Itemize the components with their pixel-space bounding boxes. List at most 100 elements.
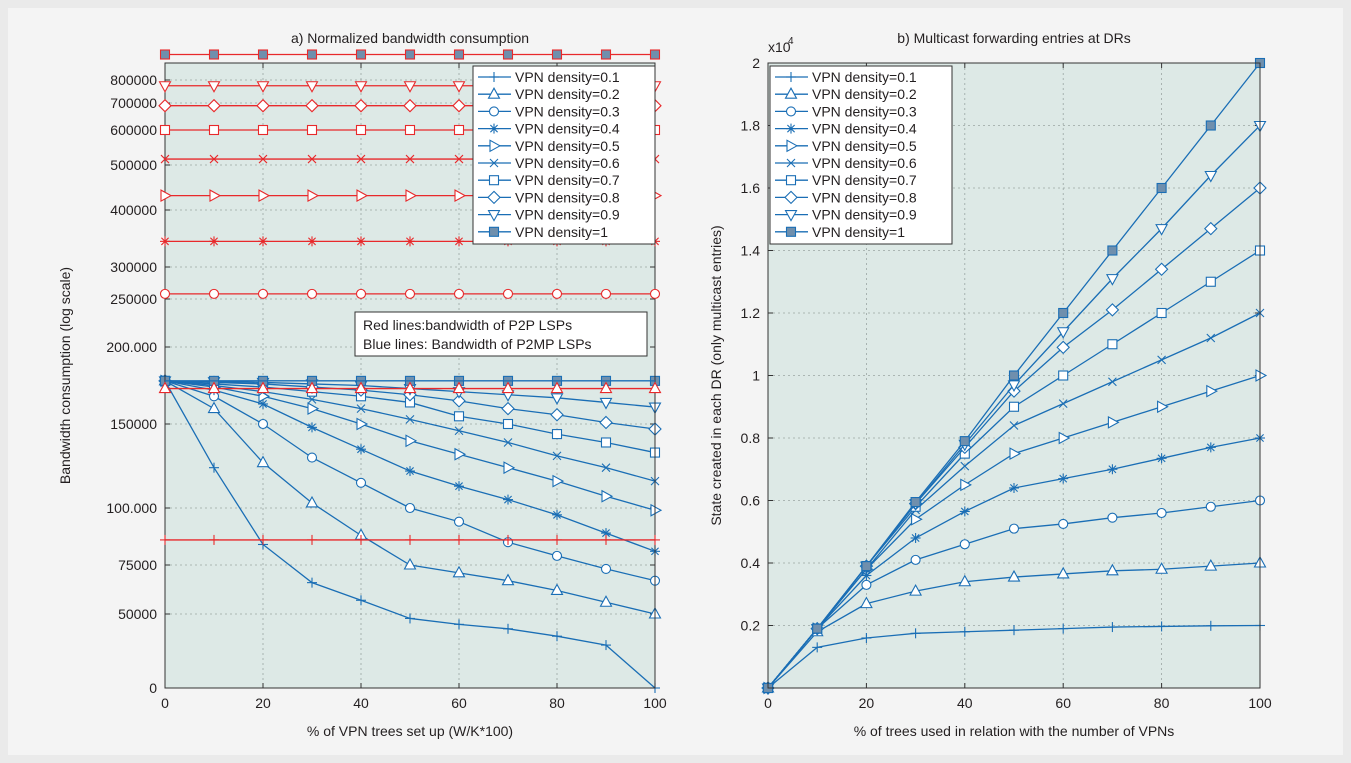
data-point — [1157, 355, 1166, 365]
data-point — [960, 461, 970, 471]
p2p-data-point — [405, 236, 415, 247]
p2p-data-point — [159, 49, 171, 60]
p2p-data-point — [454, 154, 464, 164]
p2p-data-point — [356, 154, 366, 164]
p2p-data-point — [403, 81, 417, 93]
data-point — [1056, 566, 1070, 579]
legend-marker — [786, 72, 796, 82]
y-tick-label: 50000 — [118, 606, 157, 622]
legend-marker — [785, 106, 797, 117]
data-point — [601, 489, 614, 503]
p2p-data-point — [551, 49, 563, 60]
legend-label: VPN density=0.5 — [515, 138, 620, 154]
p2p-data-point — [355, 49, 367, 60]
legend-marker — [488, 226, 500, 237]
data-point — [1255, 369, 1268, 382]
annotation-line-blue: Blue lines: Bandwidth of P2MP LSPs — [363, 336, 592, 352]
data-point — [552, 474, 565, 488]
data-point — [1008, 523, 1020, 534]
data-point — [1058, 370, 1069, 381]
p2p-data-point — [601, 534, 611, 545]
figure-panel: 0 20 40 60 80 100 0 50000 75000 100.000 150000 200.… — [8, 8, 1343, 755]
p2p-data-point — [306, 49, 318, 60]
data-point — [552, 509, 562, 520]
p2p-data-point — [257, 49, 269, 60]
data-point — [306, 452, 318, 463]
data-point — [453, 516, 465, 527]
data-point — [859, 596, 873, 609]
p2p-data-point — [306, 288, 318, 299]
data-point — [452, 565, 466, 578]
data-point — [1058, 623, 1069, 634]
y-tick-label: 250000 — [110, 291, 157, 307]
y-tick-label: 75000 — [118, 557, 157, 573]
x-tick-label: 40 — [353, 695, 369, 711]
data-point — [552, 631, 562, 642]
p2p-data-point — [648, 381, 662, 394]
legend-marker — [489, 139, 502, 153]
legend-item: VPN density=0.8 — [775, 189, 917, 205]
p2p-data-point — [257, 124, 269, 136]
x-tick-label: 0 — [764, 695, 772, 711]
p2p-data-point — [502, 288, 514, 299]
data-point — [960, 478, 972, 492]
legend-item: VPN density=0.1 — [775, 69, 917, 85]
legend-item: VPN density=0.5 — [775, 138, 917, 154]
p2p-data-point — [501, 381, 515, 394]
y-multiplier: x10 — [768, 39, 791, 55]
x-axis-label: % of trees used in relation with the num… — [854, 723, 1175, 739]
data-point — [1156, 453, 1167, 464]
p2p-data-point — [649, 49, 661, 60]
data-point — [551, 550, 563, 561]
data-point — [552, 451, 562, 461]
x-tick-label: 60 — [1055, 695, 1071, 711]
data-point — [910, 533, 921, 543]
p2p-data-point — [552, 534, 562, 545]
y-tick-label: 0 — [149, 680, 157, 696]
legend-marker — [786, 139, 799, 153]
data-point — [909, 583, 923, 596]
p2p-data-point — [650, 534, 660, 545]
data-point — [550, 407, 564, 422]
data-point — [454, 426, 464, 436]
data-point — [861, 633, 872, 643]
legend-item: VPN density=0.5 — [478, 138, 620, 154]
data-point — [1056, 327, 1070, 339]
data-point — [959, 506, 970, 517]
data-point — [599, 595, 613, 607]
legend-item: VPN density=0.6 — [775, 155, 917, 171]
data-point — [550, 583, 564, 596]
y-axis-label: Bandwidth consumption (log scale) — [57, 267, 73, 484]
p2p-data-point — [404, 124, 416, 136]
y-tick-label: 0.6 — [741, 493, 761, 509]
p2p-data-point — [452, 81, 466, 93]
annotation-box — [354, 311, 648, 357]
data-point — [1107, 339, 1118, 350]
legend-item: VPN density=0.3 — [775, 103, 917, 119]
data-point — [405, 414, 415, 424]
legend-marker — [487, 210, 501, 222]
data-point — [1009, 483, 1019, 493]
p2p-data-point — [257, 288, 269, 299]
p2p-data-point — [305, 81, 319, 93]
data-point — [812, 623, 823, 634]
legend-label: VPN density=0.6 — [515, 155, 620, 171]
legend-label: VPN density=0.2 — [812, 86, 917, 102]
data-point — [959, 626, 970, 637]
x-axis-label: % of VPN trees set up (W/K*100) — [307, 723, 513, 739]
legend-marker — [488, 106, 500, 117]
y-tick-label: 200.000 — [106, 339, 157, 355]
data-point — [256, 455, 270, 468]
data-point — [1107, 464, 1118, 475]
p2p-data-point — [452, 381, 466, 394]
data-point — [454, 619, 464, 630]
chart-b-multicast-entries: 0 20 40 60 80 100 0.2 0.4 0.6 0.8 1 1.2 1.4 1.6 1.8 2 b)… — [708, 30, 1272, 739]
data-point — [599, 415, 613, 430]
data-point — [453, 411, 465, 422]
data-point — [600, 437, 612, 448]
y-tick-label: 1 — [752, 368, 760, 384]
p2p-data-point — [160, 154, 170, 164]
p2p-data-point — [207, 81, 221, 93]
legend-item: VPN density=0.3 — [478, 103, 620, 119]
p2p-data-point — [550, 381, 564, 394]
